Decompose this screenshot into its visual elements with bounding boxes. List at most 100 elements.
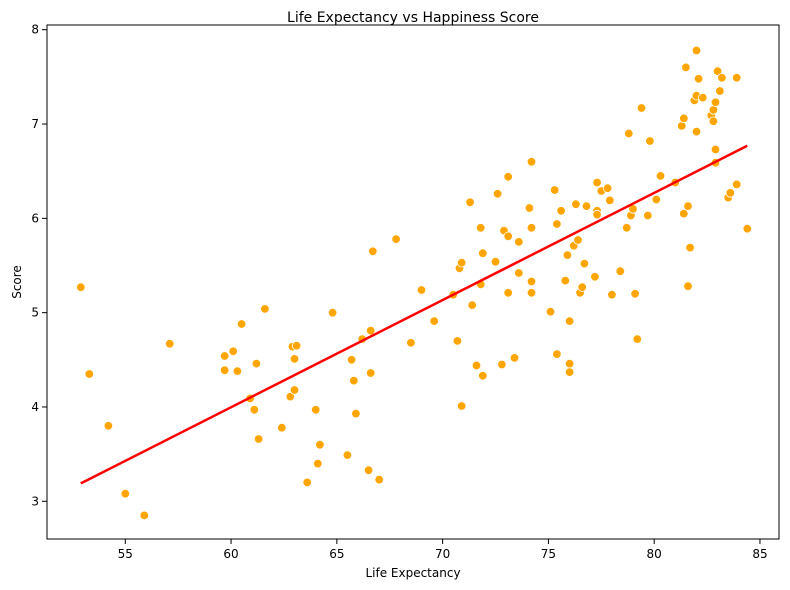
data-point <box>313 458 323 469</box>
x-axis-title: Life Expectancy <box>365 566 460 580</box>
data-point <box>366 368 376 378</box>
data-point <box>579 258 590 269</box>
data-point <box>120 489 131 499</box>
data-point <box>564 358 575 369</box>
data-point <box>526 157 537 167</box>
data-point <box>710 144 721 155</box>
y-tick-label: 5 <box>31 306 39 320</box>
data-point <box>452 336 463 346</box>
data-point <box>742 223 753 234</box>
data-point <box>351 408 361 419</box>
data-point <box>251 358 262 369</box>
data-point <box>260 304 270 314</box>
data-point <box>693 74 704 84</box>
data-point <box>712 66 723 76</box>
data-point <box>564 316 575 326</box>
data-point <box>632 334 643 344</box>
data-point <box>526 223 537 233</box>
data-point <box>406 338 416 348</box>
data-point <box>655 171 666 181</box>
data-point <box>490 257 501 267</box>
data-point <box>476 223 486 233</box>
data-point <box>368 246 378 257</box>
data-point <box>562 250 573 260</box>
data-point <box>607 290 617 300</box>
data-point <box>471 360 482 371</box>
data-point <box>503 288 513 298</box>
data-point <box>698 92 708 103</box>
data-point <box>509 353 520 363</box>
data-point <box>232 366 243 376</box>
data-point <box>605 195 615 206</box>
data-point <box>349 375 359 386</box>
data-point <box>679 208 689 219</box>
data-point <box>457 401 467 411</box>
data-point <box>590 272 600 282</box>
data-point <box>550 185 560 195</box>
y-axis: 3 4 5 6 7 8 <box>31 23 47 508</box>
x-tick-label: 65 <box>329 547 344 561</box>
data-point <box>571 199 581 209</box>
data-point <box>681 62 691 73</box>
data-point <box>564 367 575 377</box>
data-point <box>219 351 230 361</box>
data-point <box>103 421 114 431</box>
data-point <box>573 235 583 245</box>
data-point <box>691 126 702 137</box>
data-point <box>84 369 95 379</box>
data-point <box>478 248 488 258</box>
data-point <box>732 179 742 190</box>
data-point <box>327 308 338 318</box>
data-point <box>503 231 513 242</box>
data-point <box>391 234 401 244</box>
data-point <box>302 477 312 488</box>
y-tick-label: 8 <box>31 23 39 37</box>
data-point <box>592 177 602 188</box>
data-point <box>249 405 260 415</box>
data-point <box>277 423 287 433</box>
data-point <box>346 355 357 365</box>
x-tick-label: 55 <box>118 547 133 561</box>
data-point <box>615 266 626 276</box>
data-point <box>622 223 632 233</box>
data-point <box>503 172 513 182</box>
data-point <box>683 201 693 211</box>
y-tick-label: 4 <box>31 400 39 414</box>
data-point <box>514 268 524 278</box>
x-tick-label: 60 <box>223 547 238 561</box>
x-tick-label: 85 <box>752 547 767 561</box>
data-point <box>291 341 302 351</box>
data-point <box>725 188 736 198</box>
x-axis: 55 60 65 70 75 80 85 <box>118 539 768 561</box>
data-point <box>139 510 150 521</box>
data-point <box>76 282 86 292</box>
data-point <box>285 391 296 402</box>
y-tick-label: 6 <box>31 211 39 225</box>
data-point <box>363 465 374 475</box>
data-point <box>577 282 587 292</box>
data-point <box>253 434 264 444</box>
data-point <box>478 371 488 381</box>
data-point <box>630 289 640 299</box>
y-tick-label: 7 <box>31 117 39 131</box>
data-point <box>315 440 325 450</box>
data-point <box>416 285 427 295</box>
x-tick-label: 75 <box>541 547 556 561</box>
x-tick-label: 80 <box>647 547 662 561</box>
data-point <box>289 354 300 364</box>
data-point <box>289 385 300 395</box>
data-point <box>492 189 503 199</box>
data-point <box>691 45 702 56</box>
data-point <box>514 237 524 247</box>
y-tick-label: 3 <box>31 494 39 508</box>
data-point <box>219 365 230 375</box>
data-point <box>624 128 634 139</box>
data-point <box>457 258 467 268</box>
data-point <box>545 307 556 317</box>
data-point <box>497 359 507 370</box>
data-point <box>556 206 566 216</box>
data-point <box>374 474 384 485</box>
data-point <box>683 281 693 291</box>
data-point <box>715 86 725 96</box>
